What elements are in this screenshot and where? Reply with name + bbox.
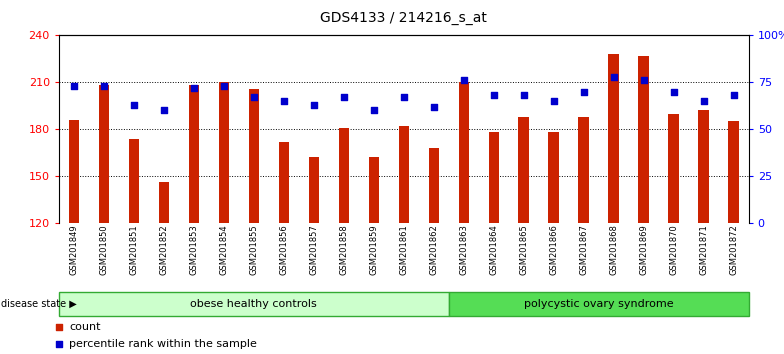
Point (698, 98, 710, 104)
Point (128, 102, 140, 108)
Point (608, 74, 620, 80)
Bar (579, 117, 589, 223)
Point (248, 95, 260, 100)
Bar (398, 126, 409, 223)
FancyBboxPatch shape (448, 292, 749, 315)
Point (278, 98, 290, 104)
Bar (368, 157, 379, 223)
Bar (699, 110, 709, 223)
FancyBboxPatch shape (59, 292, 448, 315)
Point (728, 93, 740, 98)
Point (488, 93, 500, 98)
Point (427, 104, 440, 109)
Bar (158, 182, 169, 223)
Point (217, 83, 230, 89)
Bar (638, 56, 649, 223)
Point (337, 95, 350, 100)
Point (637, 78, 650, 83)
Point (458, 78, 470, 83)
Bar (339, 128, 349, 223)
Point (67, 83, 80, 89)
Point (578, 89, 590, 95)
Text: obese healthy controls: obese healthy controls (191, 298, 318, 309)
Bar (549, 132, 559, 223)
Point (225, 114, 238, 120)
Bar (219, 82, 229, 223)
Bar (459, 82, 469, 223)
Bar (99, 85, 109, 223)
Point (517, 93, 530, 98)
Point (547, 98, 560, 104)
Bar (518, 117, 529, 223)
Text: count: count (69, 321, 100, 332)
Bar (728, 121, 739, 223)
Bar (68, 120, 79, 223)
Bar (129, 139, 139, 223)
Point (307, 102, 320, 108)
Bar (278, 142, 289, 223)
Point (368, 108, 380, 113)
Bar (608, 54, 619, 223)
Text: polycystic ovary syndrome: polycystic ovary syndrome (524, 298, 673, 309)
Bar (429, 148, 439, 223)
Point (158, 108, 170, 113)
Point (97, 83, 110, 89)
Bar (188, 85, 199, 223)
Point (397, 95, 410, 100)
Point (667, 89, 680, 95)
Text: disease state ▶: disease state ▶ (1, 298, 77, 309)
Point (225, 274, 238, 279)
Bar (488, 132, 499, 223)
Bar (669, 114, 679, 223)
Bar (249, 88, 259, 223)
Text: GDS4133 / 214216_s_at: GDS4133 / 214216_s_at (321, 11, 487, 25)
Point (187, 85, 200, 91)
Bar (309, 157, 319, 223)
Text: percentile rank within the sample: percentile rank within the sample (69, 339, 257, 349)
